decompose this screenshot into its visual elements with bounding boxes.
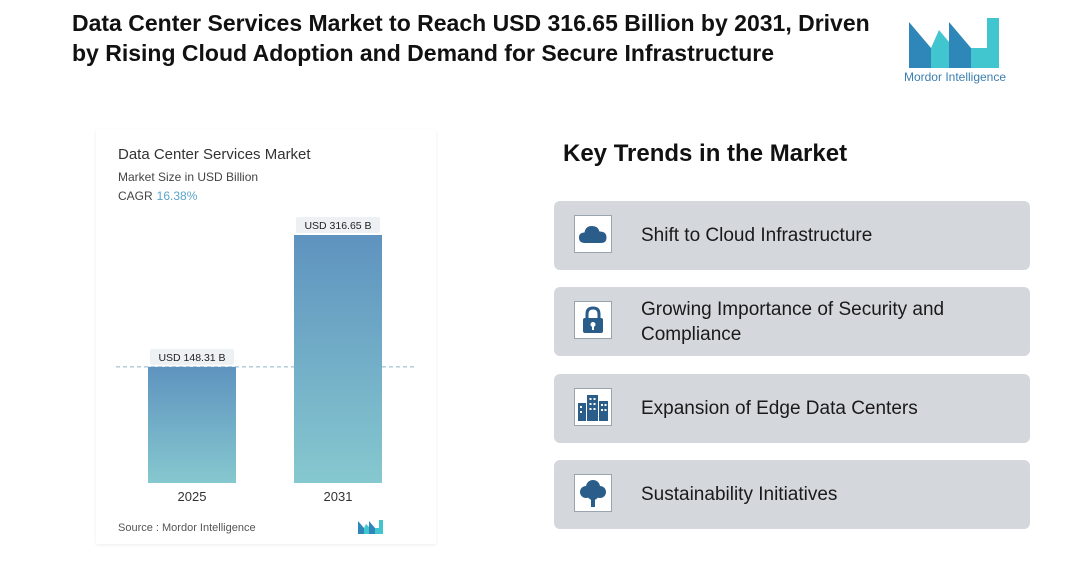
chart-subtitle: Market Size in USD Billion (118, 170, 259, 184)
source-note: Source : Mordor Intelligence (118, 522, 256, 534)
trend-label: Growing Importance of Security and Compl… (641, 298, 945, 345)
logo-wordmark: Mordor Intelligence (903, 70, 1007, 84)
page-title: Data Center Services Market to Reach USD… (72, 10, 870, 66)
cagr-line: CAGR 16.38% (118, 189, 197, 203)
trend-card-cloud: Shift to Cloud Infrastructure (554, 201, 1030, 270)
cloud-icon (574, 215, 612, 253)
trend-label: Shift to Cloud Infrastructure (641, 225, 873, 246)
x-tick-2025: 2025 (178, 489, 207, 504)
cagr-label: CAGR (118, 189, 153, 203)
trend-label: Sustainability Initiatives (641, 484, 838, 505)
bar-chart: USD 148.31 B USD 316.65 B 2025 2031 (116, 217, 416, 504)
data-label-2031: USD 316.65 B (304, 220, 371, 232)
trend-card-sustainability: Sustainability Initiatives (554, 460, 1030, 529)
trend-card-edge: Expansion of Edge Data Centers (554, 374, 1030, 443)
buildings-icon (574, 388, 612, 426)
source-logo-icon (358, 520, 383, 534)
trend-label: Expansion of Edge Data Centers (641, 398, 918, 419)
key-trends-title: Key Trends in the Market (563, 140, 848, 167)
logo-mark-icon (909, 18, 999, 68)
bar-2025 (148, 366, 236, 483)
data-label-bg-2031 (296, 217, 380, 233)
data-label-2025: USD 148.31 B (158, 352, 225, 364)
data-label-bg-2025 (150, 348, 234, 365)
cagr-value: 16.38% (156, 189, 198, 203)
x-tick-2031: 2031 (324, 489, 353, 504)
chart-card: Data Center Services Market Market Size … (96, 130, 436, 544)
trend-card-security: Growing Importance of Security and Compl… (554, 287, 1030, 356)
chart-title: Data Center Services Market (118, 146, 311, 163)
padlock-icon (574, 301, 612, 339)
bar-2031 (294, 235, 382, 483)
tree-icon (574, 474, 612, 512)
mordor-intelligence-logo: Mordor Intelligence (893, 18, 1017, 90)
